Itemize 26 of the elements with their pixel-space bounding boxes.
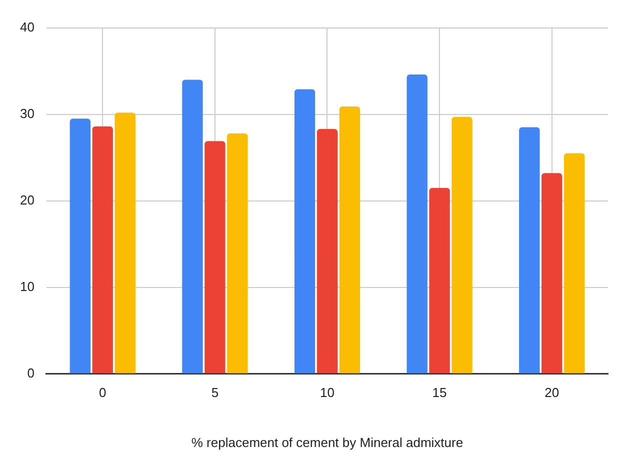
bar xyxy=(519,127,540,374)
bar xyxy=(542,173,562,374)
bar xyxy=(114,112,136,374)
bar xyxy=(406,74,428,374)
bar xyxy=(316,129,338,374)
bar xyxy=(564,153,585,374)
x-tick-label: 10 xyxy=(320,385,334,400)
x-tick-label: 20 xyxy=(544,385,560,400)
bar xyxy=(339,106,360,374)
y-tick-label: 0 xyxy=(27,365,34,380)
bar xyxy=(70,118,90,374)
x-tick-label: 0 xyxy=(98,385,106,400)
bar xyxy=(92,126,113,374)
x-tick-label: 5 xyxy=(211,385,219,400)
y-tick-label: 20 xyxy=(20,192,34,208)
bar xyxy=(429,188,450,374)
bar xyxy=(227,133,248,374)
y-tick-label: 10 xyxy=(20,278,34,294)
bar xyxy=(294,89,316,374)
bar xyxy=(452,116,472,374)
y-tick-label: 30 xyxy=(20,106,34,121)
bar xyxy=(182,80,203,374)
x-tick-label: 15 xyxy=(432,385,447,400)
x-axis-title: % replacement of cement by Mineral admixture xyxy=(191,434,464,450)
bar xyxy=(204,141,226,374)
y-tick-label: 40 xyxy=(20,19,34,34)
